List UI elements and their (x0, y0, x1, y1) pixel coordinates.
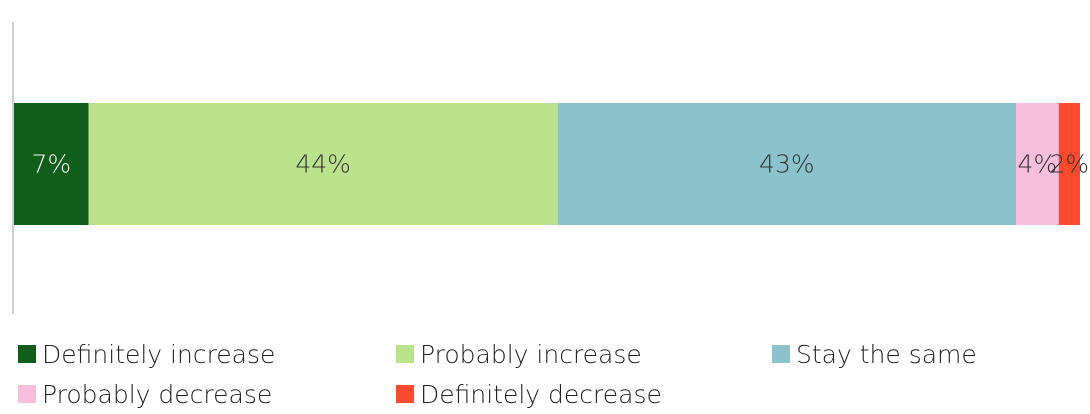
legend-swatch-definitely-decrease (396, 385, 414, 403)
data-label-probably-decrease: 4% (1018, 150, 1058, 179)
chart-plot: 7% 44% 43% 4%2% (12, 22, 1089, 314)
bar-segment-stay-the-same (557, 103, 1017, 225)
legend: Definitely increase Probably increase St… (18, 334, 1078, 414)
legend-item-stay-the-same: Stay the same (772, 340, 977, 369)
bar-segment-definitely-decrease (1058, 103, 1080, 225)
legend-row-1: Definitely increase Probably increase St… (18, 334, 1078, 374)
data-label-definitely-decrease: 2% (1050, 150, 1090, 179)
bar-segments: 7% 44% 43% 4%2% (14, 103, 1089, 225)
data-label-probably-increase: 44% (295, 150, 351, 179)
legend-row-2: Probably decrease Definitely decrease (18, 374, 1078, 414)
legend-label: Probably increase (420, 339, 642, 369)
legend-swatch-definitely-increase (18, 345, 36, 363)
legend-label: Stay the same (796, 339, 977, 369)
legend-label: Definitely increase (42, 339, 276, 369)
legend-label: Definitely decrease (420, 379, 662, 409)
legend-item-definitely-increase: Definitely increase (18, 340, 396, 369)
bar-segment-probably-decrease (1016, 103, 1059, 225)
legend-item-definitely-decrease: Definitely decrease (396, 380, 772, 409)
data-label-stay-the-same: 43% (759, 150, 815, 179)
legend-label: Probably decrease (42, 379, 273, 409)
bar-segment-probably-increase (88, 103, 558, 225)
legend-item-probably-increase: Probably increase (396, 340, 772, 369)
data-label-definitely-increase: 7% (31, 150, 71, 179)
legend-item-probably-decrease: Probably decrease (18, 380, 396, 409)
legend-swatch-stay-the-same (772, 345, 790, 363)
bar-segment-definitely-increase (14, 103, 89, 225)
legend-swatch-probably-decrease (18, 385, 36, 403)
legend-swatch-probably-increase (396, 345, 414, 363)
